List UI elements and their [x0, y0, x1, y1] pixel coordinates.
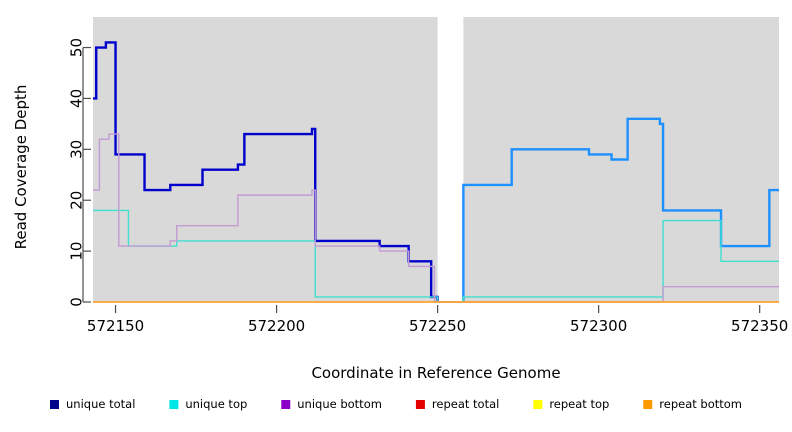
legend-swatch-unique-bottom[interactable] — [281, 400, 291, 409]
legend-swatch-unique-top[interactable] — [169, 400, 179, 409]
legend-label-unique-top[interactable]: unique top — [185, 397, 247, 411]
y-tick-label-50: 50 — [67, 38, 85, 57]
legend-swatch-repeat-top[interactable] — [533, 400, 543, 409]
x-axis-title: Coordinate in Reference Genome — [311, 364, 560, 382]
series-line-unique-total — [93, 41, 439, 302]
y-tick-label-40: 40 — [67, 89, 85, 108]
legend: unique total unique top unique bottom repea… — [50, 397, 742, 411]
legend-swatch-repeat-total[interactable] — [415, 400, 425, 409]
plot-panel-backgrounds — [93, 17, 779, 302]
plot-panel-left — [93, 17, 438, 302]
y-tick-label-30: 30 — [67, 140, 85, 159]
series-layer — [93, 41, 779, 303]
legend-label-repeat-total[interactable]: repeat total — [432, 397, 499, 411]
axes-layer — [82, 46, 761, 313]
series-line-unique-bottom — [93, 133, 779, 303]
tick-labels-layer: 0 10 20 30 40 50 572150 572200 572250 572300 57235… — [67, 38, 788, 335]
y-tick-label-20: 20 — [67, 191, 85, 210]
legend-label-repeat-bottom[interactable]: repeat bottom — [659, 397, 742, 411]
legend-swatch-unique-total[interactable] — [50, 400, 59, 409]
y-tick-label-0: 0 — [67, 297, 85, 307]
legend-label-unique-total[interactable]: unique total — [66, 397, 135, 411]
x-tick-label-572350: 572350 — [731, 317, 788, 335]
legend-label-unique-bottom[interactable]: unique bottom — [297, 397, 382, 411]
legend-label-repeat-top[interactable]: repeat top — [549, 397, 609, 411]
x-tick-label-572200: 572200 — [248, 317, 305, 335]
y-tick-label-10: 10 — [67, 242, 85, 261]
x-tick-label-572300: 572300 — [570, 317, 627, 335]
legend-swatch-repeat-bottom[interactable] — [643, 400, 653, 409]
y-axis-title: Read Coverage Depth — [12, 85, 30, 250]
x-tick-label-572150: 572150 — [87, 317, 144, 335]
x-tick-label-572250: 572250 — [409, 317, 466, 335]
